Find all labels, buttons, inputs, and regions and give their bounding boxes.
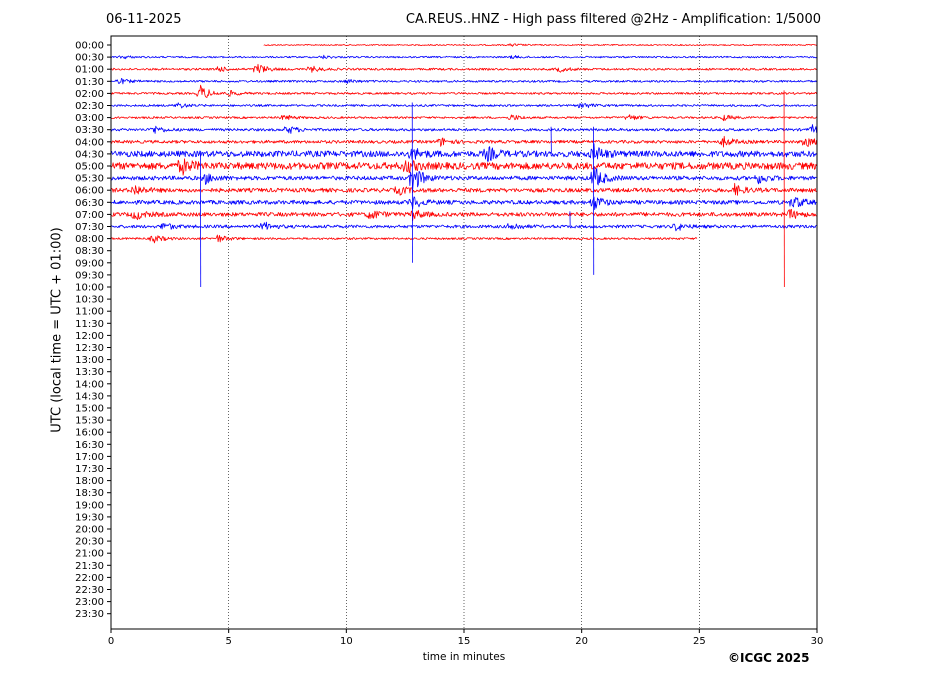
trace-0300	[110, 114, 817, 122]
y-tick-label: 02:00	[75, 89, 104, 100]
trace-0430	[110, 143, 817, 162]
seismic-spikes	[200, 90, 785, 288]
y-tick-label: 06:30	[75, 198, 104, 209]
y-tick-label: 10:00	[75, 283, 104, 294]
y-tick-label: 04:30	[75, 149, 104, 160]
date-label: 06-11-2025	[106, 12, 182, 27]
y-tick-label: 23:00	[75, 597, 104, 608]
y-tick-label: 19:30	[75, 512, 104, 523]
trace-0630	[110, 196, 817, 210]
y-tick-label: 11:30	[75, 319, 104, 330]
y-tick-label: 14:30	[75, 391, 104, 402]
trace-0000	[263, 43, 818, 47]
y-tick-label: 13:00	[75, 355, 104, 366]
y-tick-label: 08:00	[75, 234, 104, 245]
y-tick-label: 04:00	[75, 137, 104, 148]
plot-frame	[110, 35, 818, 630]
chart-title: CA.REUS..HNZ - High pass filtered @2Hz -…	[405, 12, 821, 27]
y-tick-label: 21:30	[75, 561, 104, 572]
y-tick-label: 07:00	[75, 210, 104, 221]
y-tick-label: 23:30	[75, 609, 104, 620]
y-tick-label: 13:30	[75, 367, 104, 378]
y-tick-label: 17:30	[75, 464, 104, 475]
y-tick-label: 02:30	[75, 101, 104, 112]
y-tick-label: 09:30	[75, 270, 104, 281]
y-tick-label: 12:00	[75, 331, 104, 342]
y-tick-label: 05:30	[75, 174, 104, 185]
x-tick-label: 30	[811, 636, 824, 647]
y-tick-label: 17:00	[75, 452, 104, 463]
x-tick-label: 0	[108, 636, 114, 647]
y-tick-label: 20:30	[75, 537, 104, 548]
seismic-traces	[110, 43, 818, 244]
trace-0330	[110, 124, 817, 134]
y-tick-label: 19:00	[75, 500, 104, 511]
y-tick-label: 18:00	[75, 476, 104, 487]
y-tick-label: 01:00	[75, 65, 104, 76]
y-tick-label: 00:30	[75, 53, 104, 64]
y-tick-label: 08:30	[75, 246, 104, 257]
trace-0500	[110, 158, 817, 176]
x-axis-label: time in minutes	[422, 651, 506, 663]
x-axis-ticks: 0 5 10 15 20 25 30	[108, 629, 824, 647]
y-tick-label: 21:00	[75, 549, 104, 560]
time-gridlines	[228, 36, 700, 629]
x-tick-label: 15	[458, 636, 471, 647]
y-tick-label: 15:30	[75, 416, 104, 427]
y-axis-label: UTC (local time = UTC + 01:00)	[49, 227, 65, 433]
y-tick-label: 09:00	[75, 258, 104, 269]
y-tick-label: 00:00	[75, 41, 104, 52]
trace-0400	[110, 135, 817, 148]
trace-0230	[110, 102, 817, 109]
y-tick-label: 15:00	[75, 404, 104, 415]
trace-0200	[110, 84, 817, 98]
y-tick-label: 22:30	[75, 585, 104, 596]
x-tick-label: 25	[693, 636, 706, 647]
y-axis-ticks: 00:0000:3001:0001:3002:0002:3003:0003:30…	[75, 41, 111, 620]
trace-0800	[110, 234, 698, 244]
y-tick-label: 16:30	[75, 440, 104, 451]
y-tick-label: 03:30	[75, 125, 104, 136]
x-tick-label: 20	[575, 636, 588, 647]
trace-0530	[110, 166, 817, 190]
x-tick-label: 10	[340, 636, 353, 647]
y-tick-label: 10:30	[75, 295, 104, 306]
trace-0130	[110, 78, 817, 85]
y-tick-label: 01:30	[75, 77, 104, 88]
trace-0700	[110, 208, 817, 221]
y-tick-label: 16:00	[75, 428, 104, 439]
y-tick-label: 22:00	[75, 573, 104, 584]
y-tick-label: 07:30	[75, 222, 104, 233]
copyright-label: ©ICGC 2025	[728, 651, 810, 665]
y-tick-label: 05:00	[75, 162, 104, 173]
y-tick-label: 06:00	[75, 186, 104, 197]
x-tick-label: 5	[225, 636, 231, 647]
y-tick-label: 11:00	[75, 307, 104, 318]
y-tick-label: 14:00	[75, 379, 104, 390]
trace-0030	[110, 54, 817, 60]
trace-0730	[110, 221, 817, 232]
y-tick-label: 20:00	[75, 525, 104, 536]
trace-0100	[110, 63, 817, 74]
y-tick-label: 12:30	[75, 343, 104, 354]
trace-0600	[110, 182, 817, 196]
y-tick-label: 18:30	[75, 488, 104, 499]
y-tick-label: 03:00	[75, 113, 104, 124]
